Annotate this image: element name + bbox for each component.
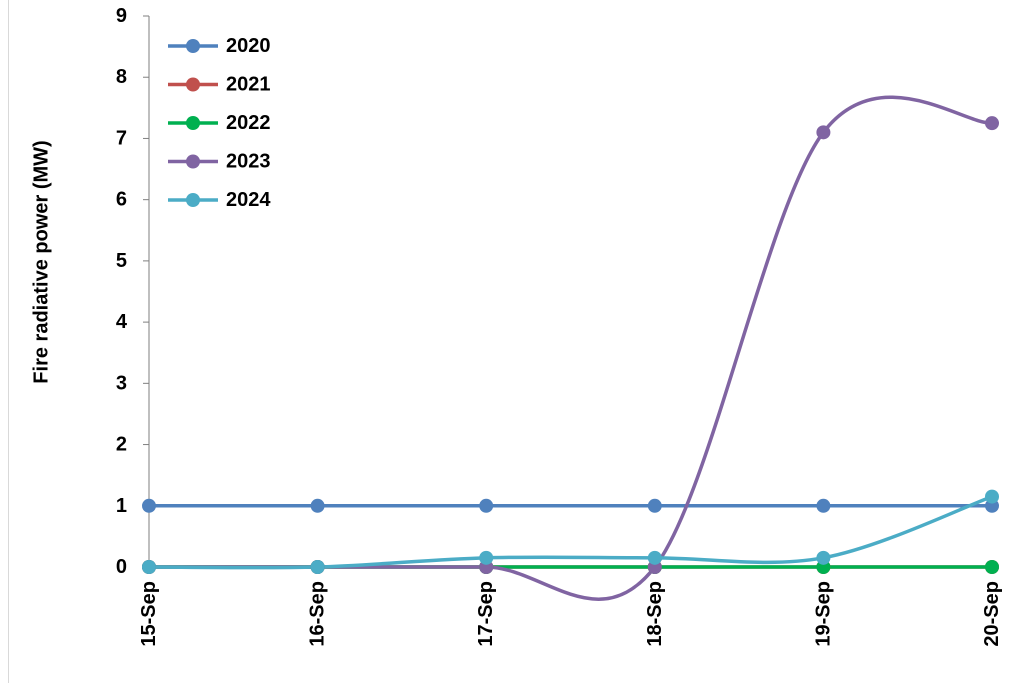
axes: 0 1 2 3 4 5 6 7 8 9 15-Sep 16-Sep 17-Sep 18-Sep 19-Sep… [116,5,1003,647]
legend-marker-2022 [186,116,200,130]
y-tick-label: 1 [116,495,127,517]
legend-marker-2023 [186,154,200,169]
data-point-2024 [142,560,156,574]
data-point-2024 [985,489,999,504]
y-tick-label: 2 [116,434,127,456]
legend-label-2022: 2022 [226,112,271,134]
data-point-2024 [647,550,662,565]
series-line-2024 [148,494,993,570]
data-point-2020 [479,498,494,513]
data-point-2020 [647,498,662,513]
legend-label-2020: 2020 [226,35,271,57]
legend-marker-2024 [186,193,200,207]
x-tick-label: 18-Sep [644,581,666,647]
legend-marker-2020 [186,39,200,53]
y-tick-label: 6 [116,189,127,211]
legend-label-2023: 2023 [226,151,271,173]
y-tick-label: 0 [116,556,127,578]
chart-frame-edge [8,0,9,683]
y-tick-label: 8 [116,66,127,88]
data-point-2022 [985,560,999,574]
y-tick-label: 9 [116,5,127,27]
legend-label-2024: 2024 [226,189,271,211]
x-tick-label: 17-Sep [475,581,497,647]
series-lines [148,95,993,601]
x-tick-label: 20-Sep [981,581,1003,647]
data-point-2024 [310,560,325,574]
x-tick-label: 19-Sep [812,581,834,647]
data-point-2020 [816,498,831,513]
data-point-2024 [479,550,494,565]
legend-marker-2021 [186,77,200,92]
x-tick-label: 15-Sep [138,581,160,647]
series-markers [142,116,999,574]
legend-label-2021: 2021 [226,74,271,96]
series-line-2023 [149,95,993,601]
data-point-2023 [985,116,999,131]
y-tick-label: 5 [116,250,127,272]
y-tick-label: 3 [116,372,127,394]
data-point-2024 [816,550,831,565]
data-point-2020 [142,498,156,513]
legend: 2020 2021 2022 2023 2024 [168,35,271,211]
y-axis-title: Fire radiative power (MW) [30,140,52,383]
data-point-2023 [816,125,831,140]
x-tick-label: 16-Sep [307,581,329,647]
y-tick-label: 7 [116,127,127,149]
y-tick-label: 4 [116,311,128,333]
data-point-2020 [310,498,325,513]
